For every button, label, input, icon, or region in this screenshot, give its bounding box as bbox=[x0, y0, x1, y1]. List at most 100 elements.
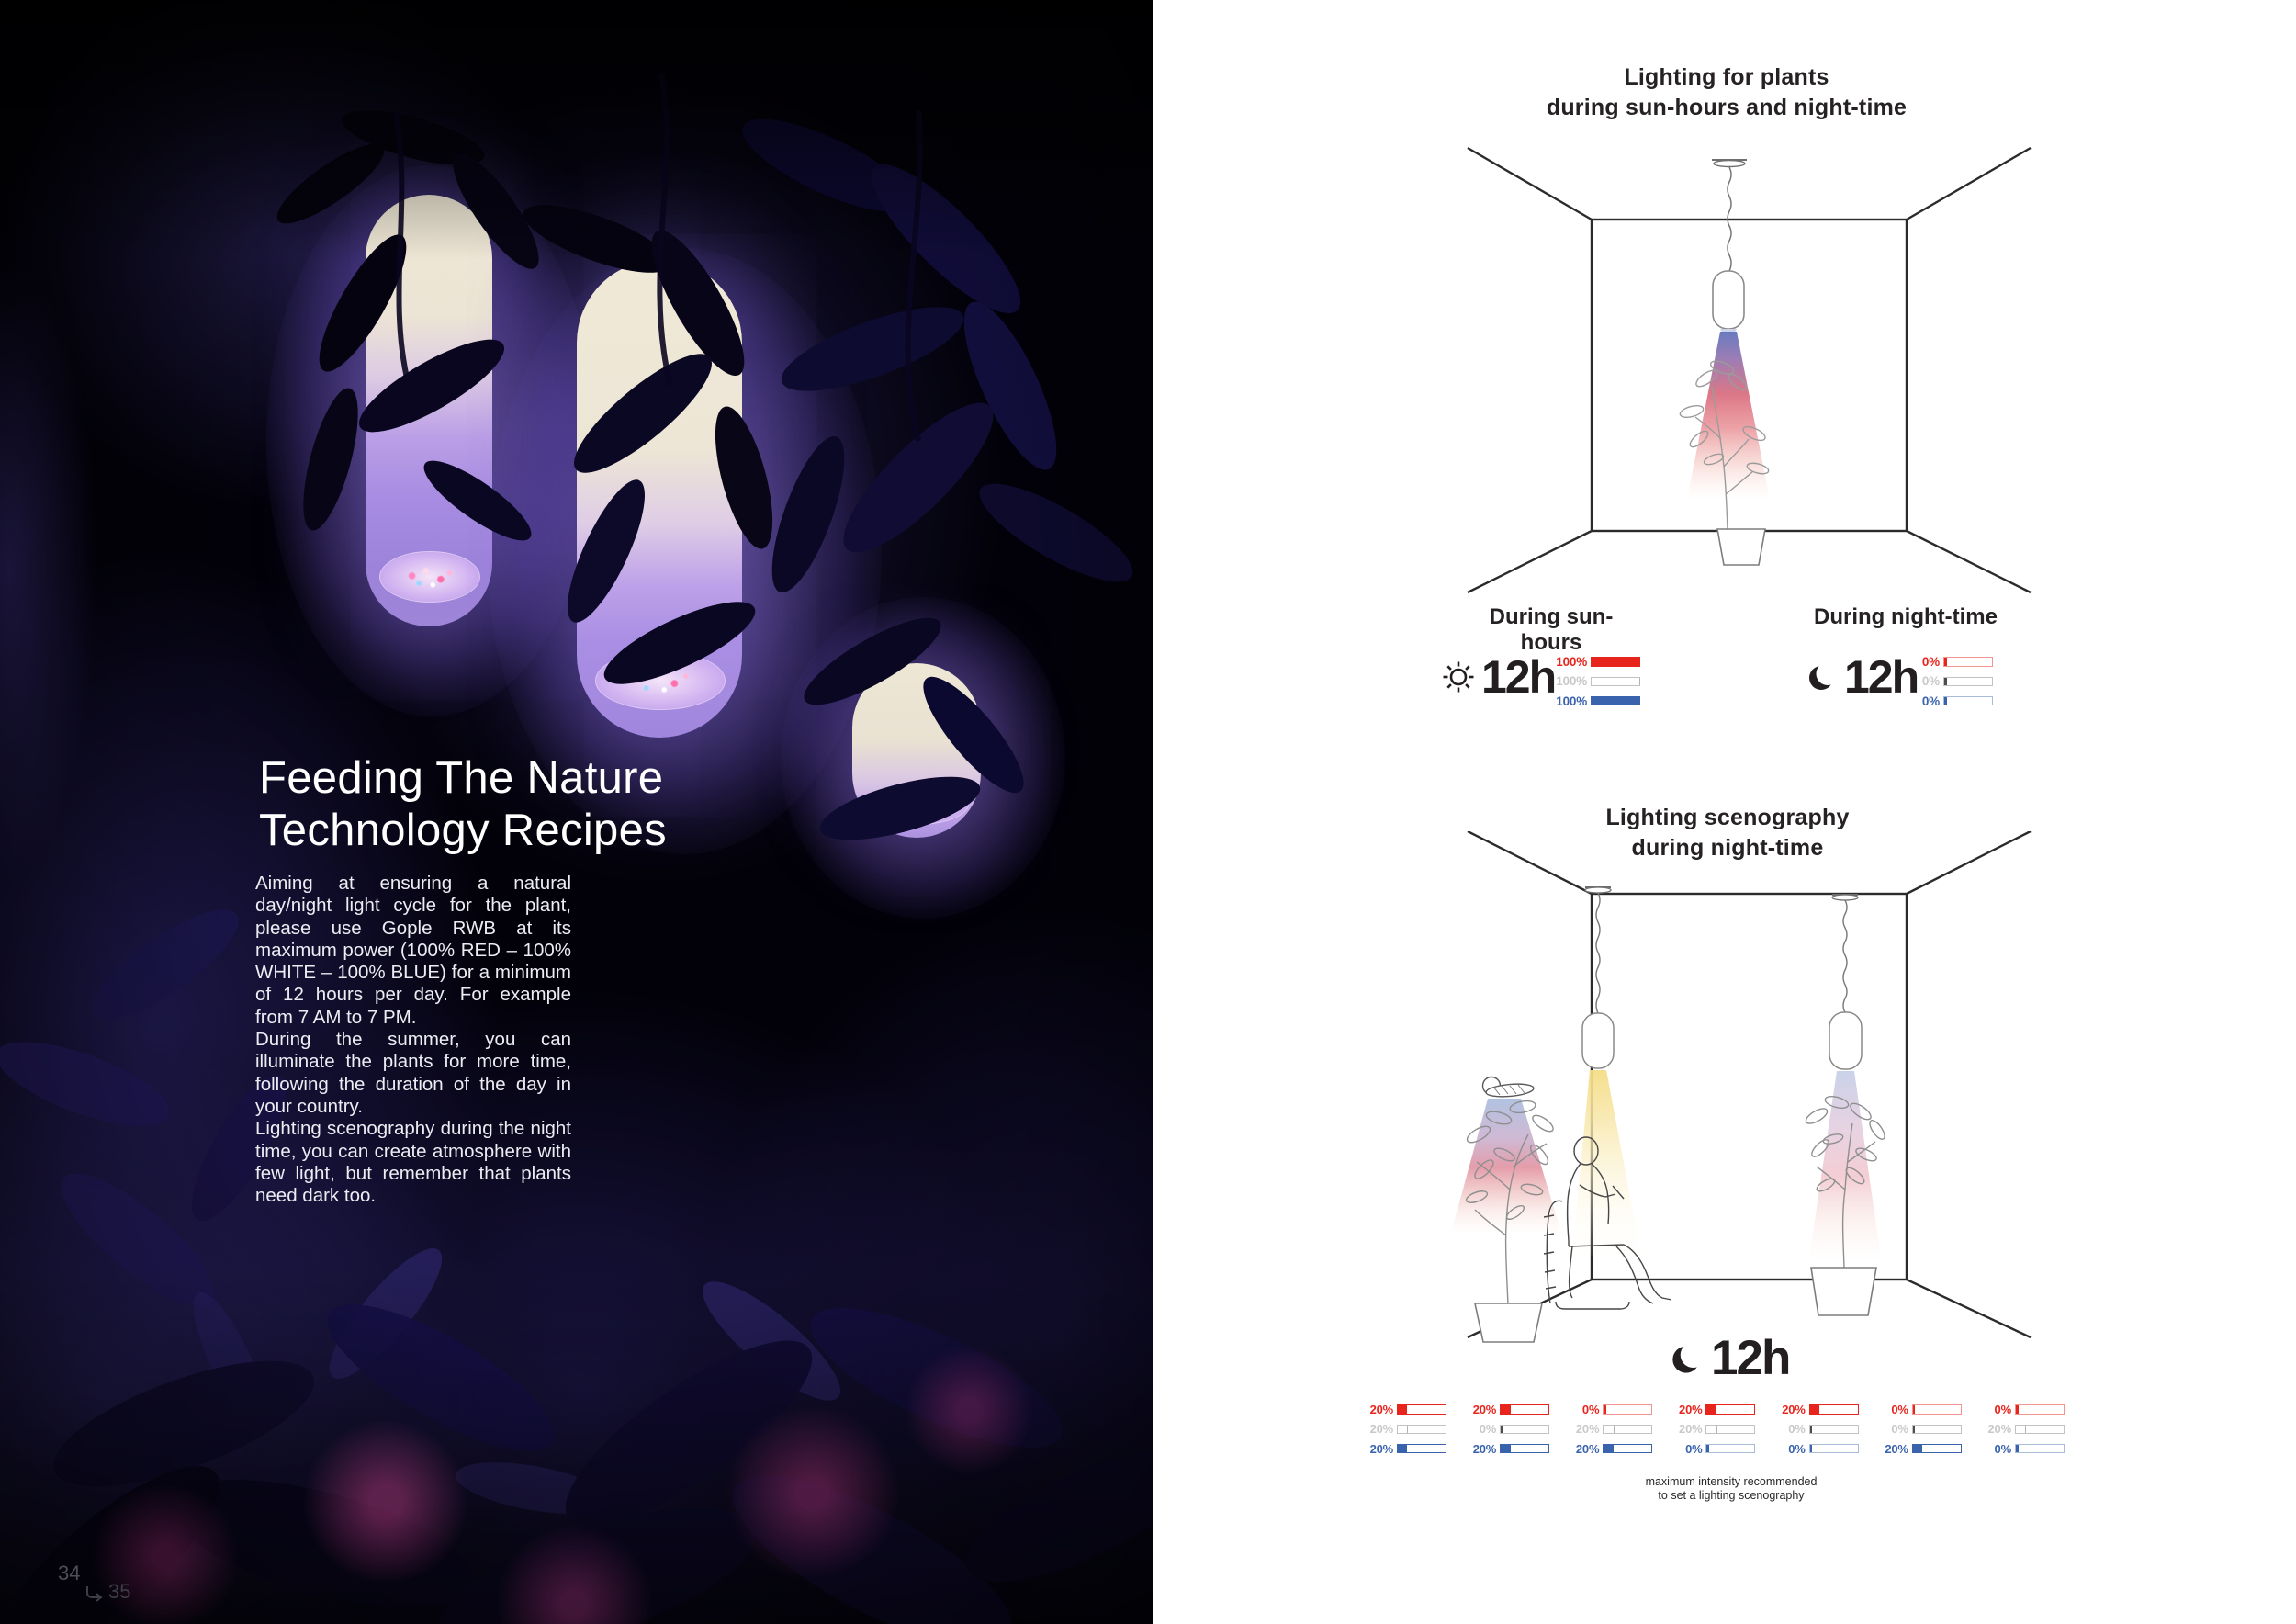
page-turn-arrow-icon bbox=[86, 1586, 103, 1602]
body-paragraph: Lighting scenography during the night ti… bbox=[255, 1118, 571, 1207]
plant-sketch bbox=[1805, 1096, 1885, 1269]
photo-vignette bbox=[0, 0, 1153, 1624]
person-on-chair-sketch bbox=[1543, 1136, 1672, 1310]
red-channel-bar: 100% bbox=[1539, 652, 1640, 671]
bar-zero-tick bbox=[1604, 1405, 1606, 1414]
recipe-column: 0% 20% 20% bbox=[1568, 1400, 1653, 1459]
bar-fill bbox=[2015, 1425, 2027, 1434]
recipe-column: 0% 20% 0% bbox=[1980, 1400, 2065, 1459]
white-bar-track bbox=[1943, 676, 1993, 687]
bar-zero-tick bbox=[1809, 1444, 1813, 1453]
section1-title-line2: during sun-hours and night-time bbox=[1546, 95, 1908, 120]
red-channel-bar: 20% bbox=[1362, 1400, 1446, 1419]
pendant-lamp-sketch bbox=[1829, 894, 1863, 1070]
bar-value-label: 0% bbox=[1891, 1403, 1908, 1417]
photo-page: Feeding The Nature Technology Recipes Ai… bbox=[0, 0, 1153, 1624]
bar-zero-tick bbox=[1809, 1425, 1813, 1434]
red-channel-bar: 20% bbox=[1465, 1400, 1550, 1419]
recipes-caption: maximum intensity recommended to set a l… bbox=[1570, 1475, 1892, 1503]
red-bar-track bbox=[1603, 1404, 1653, 1415]
bar-fill bbox=[1398, 1444, 1408, 1453]
sun-hours-heading: During sun-hours bbox=[1489, 604, 1614, 655]
night-time-bars: 0% 0% 0% bbox=[1892, 652, 1993, 711]
section2-title-line1: Lighting scenography bbox=[1605, 805, 1850, 830]
bar-value-label: 100% bbox=[1556, 674, 1587, 689]
bar-value-label: 0% bbox=[1479, 1422, 1497, 1437]
sun-hours-bars: 100% 100% 100% bbox=[1539, 652, 1640, 711]
white-bar-track bbox=[2014, 1424, 2065, 1435]
bar-zero-tick bbox=[1944, 658, 1947, 666]
bar-value-label: 100% bbox=[1556, 694, 1587, 708]
red-bar-track bbox=[1500, 1404, 1550, 1415]
white-channel-bar: 20% bbox=[1568, 1419, 1653, 1438]
page-number-right: 35 bbox=[108, 1580, 131, 1603]
recipe-column: 20% 0% 0% bbox=[1774, 1400, 1859, 1459]
white-channel-bar: 20% bbox=[1671, 1419, 1756, 1438]
bar-value-label: 20% bbox=[1472, 1403, 1497, 1417]
bar-fill bbox=[1398, 1425, 1409, 1434]
recipe-column: 20% 20% 0% bbox=[1671, 1400, 1756, 1459]
red-channel-bar: 0% bbox=[1892, 652, 1993, 671]
white-channel-bar: 0% bbox=[1892, 671, 1993, 691]
bar-value-label: 20% bbox=[1369, 1422, 1394, 1437]
section2-title-line2: during night-time bbox=[1631, 835, 1824, 861]
plant-sketch bbox=[1679, 360, 1770, 532]
blue-channel-bar: 0% bbox=[1774, 1439, 1859, 1459]
room-diagram-scenography bbox=[1451, 831, 2032, 1343]
bar-value-label: 0% bbox=[1994, 1403, 2012, 1417]
bar-fill bbox=[1592, 696, 1639, 705]
blue-bar-track bbox=[1500, 1443, 1550, 1454]
bar-fill bbox=[1592, 677, 1640, 686]
bar-zero-tick bbox=[1706, 1444, 1710, 1453]
white-bar-track bbox=[1705, 1424, 1756, 1435]
blue-bar-track bbox=[1943, 695, 1993, 706]
room-outline bbox=[1467, 146, 2032, 594]
blue-channel-bar: 20% bbox=[1877, 1439, 1962, 1459]
white-channel-bar: 20% bbox=[1980, 1419, 2065, 1438]
blue-channel-bar: 20% bbox=[1465, 1439, 1550, 1459]
blue-bar-track bbox=[1911, 1443, 1962, 1454]
light-beam-right bbox=[1809, 1071, 1881, 1258]
red-bar-track bbox=[1911, 1404, 1962, 1415]
bar-value-label: 20% bbox=[1369, 1441, 1394, 1456]
bar-zero-tick bbox=[2015, 1444, 2019, 1453]
section1-title: Lighting for plants during sun-hours and… bbox=[1543, 62, 1910, 123]
bar-fill bbox=[1604, 1444, 1614, 1453]
pendant-lamp-sketch bbox=[1581, 886, 1615, 1069]
duration-value: 12h bbox=[1711, 1331, 1791, 1385]
white-bar-track bbox=[1603, 1424, 1653, 1435]
plant-pot bbox=[1716, 528, 1766, 566]
plant-pot bbox=[1810, 1267, 1877, 1316]
bar-zero-tick bbox=[1944, 696, 1947, 705]
white-bar-track bbox=[1911, 1424, 1962, 1435]
bar-fill bbox=[1501, 1444, 1511, 1453]
page-title-line1: Feeding The Nature bbox=[259, 752, 664, 803]
section1-title-line1: Lighting for plants bbox=[1624, 64, 1829, 90]
blue-channel-bar: 20% bbox=[1568, 1439, 1653, 1459]
red-bar-track bbox=[1808, 1404, 1859, 1415]
red-bar-track bbox=[2014, 1404, 2065, 1415]
bar-value-label: 0% bbox=[1921, 694, 1940, 708]
red-channel-bar: 20% bbox=[1671, 1400, 1756, 1419]
page-number-left: 34 bbox=[58, 1562, 81, 1585]
bar-fill bbox=[1706, 1405, 1716, 1414]
red-channel-bar: 20% bbox=[1774, 1400, 1859, 1419]
bar-zero-tick bbox=[1944, 677, 1947, 686]
bar-value-label: 20% bbox=[1369, 1403, 1394, 1417]
sun-icon bbox=[1443, 661, 1474, 693]
duration-value: 12h bbox=[1844, 651, 1919, 703]
duration-value: 12h bbox=[1481, 651, 1557, 703]
bar-value-label: 0% bbox=[1788, 1422, 1806, 1437]
bar-value-label: 20% bbox=[1679, 1422, 1703, 1437]
red-channel-bar: 0% bbox=[1568, 1400, 1653, 1419]
bar-value-label: 0% bbox=[1994, 1441, 2012, 1456]
plant-pot bbox=[1474, 1303, 1543, 1343]
blue-bar-track bbox=[1591, 695, 1640, 706]
red-bar-track bbox=[1943, 657, 1993, 667]
white-bar-track bbox=[1808, 1424, 1859, 1435]
scenography-duration: 12h bbox=[1670, 1331, 1791, 1385]
white-bar-track bbox=[1500, 1424, 1550, 1435]
bar-value-label: 0% bbox=[1581, 1403, 1600, 1417]
moon-icon bbox=[1809, 662, 1838, 690]
